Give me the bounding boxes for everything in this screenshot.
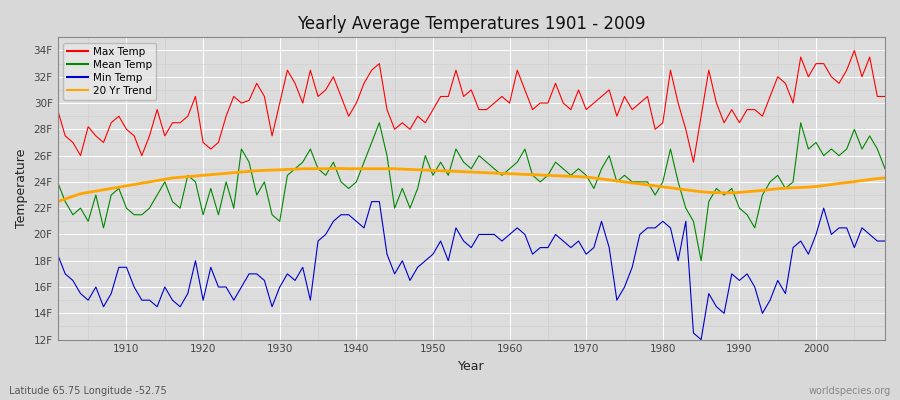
Min Temp <box>696 337 706 342</box>
20 Yr Trend <box>336 166 346 171</box>
Max Temp <box>688 160 699 164</box>
X-axis label: Year: Year <box>458 360 484 373</box>
Mean Temp <box>604 153 615 158</box>
Mean Temp <box>282 173 292 178</box>
Legend: Max Temp, Mean Temp, Min Temp, 20 Yr Trend: Max Temp, Mean Temp, Min Temp, 20 Yr Tre… <box>63 42 157 100</box>
Y-axis label: Temperature: Temperature <box>15 149 28 228</box>
Line: Mean Temp: Mean Temp <box>58 123 885 261</box>
Mean Temp <box>696 258 706 263</box>
Min Temp <box>879 239 890 244</box>
Title: Yearly Average Temperatures 1901 - 2009: Yearly Average Temperatures 1901 - 2009 <box>297 15 645 33</box>
Max Temp <box>497 94 508 99</box>
Min Temp <box>504 232 515 237</box>
20 Yr Trend <box>328 166 338 171</box>
Mean Temp <box>512 160 523 164</box>
Min Temp <box>328 219 338 224</box>
Mean Temp <box>52 180 63 184</box>
Max Temp <box>849 48 859 53</box>
Max Temp <box>113 114 124 118</box>
Mean Temp <box>879 166 890 171</box>
Line: Min Temp: Min Temp <box>58 202 885 340</box>
Max Temp <box>52 107 63 112</box>
20 Yr Trend <box>879 176 890 180</box>
Min Temp <box>282 272 292 276</box>
Text: Latitude 65.75 Longitude -52.75: Latitude 65.75 Longitude -52.75 <box>9 386 166 396</box>
Mean Temp <box>113 186 124 191</box>
Min Temp <box>113 265 124 270</box>
20 Yr Trend <box>512 172 523 176</box>
20 Yr Trend <box>604 178 615 182</box>
Max Temp <box>328 74 338 79</box>
20 Yr Trend <box>504 171 515 176</box>
Min Temp <box>366 199 377 204</box>
Min Temp <box>512 226 523 230</box>
Text: worldspecies.org: worldspecies.org <box>809 386 891 396</box>
Max Temp <box>879 94 890 99</box>
Mean Temp <box>328 160 338 164</box>
20 Yr Trend <box>113 185 124 190</box>
Min Temp <box>52 252 63 256</box>
Line: Max Temp: Max Temp <box>58 50 885 162</box>
Min Temp <box>604 245 615 250</box>
Mean Temp <box>374 120 384 125</box>
20 Yr Trend <box>52 199 63 204</box>
Mean Temp <box>504 166 515 171</box>
20 Yr Trend <box>282 167 292 172</box>
Line: 20 Yr Trend: 20 Yr Trend <box>58 168 885 202</box>
Max Temp <box>504 101 515 106</box>
Max Temp <box>596 94 607 99</box>
Max Temp <box>282 68 292 72</box>
